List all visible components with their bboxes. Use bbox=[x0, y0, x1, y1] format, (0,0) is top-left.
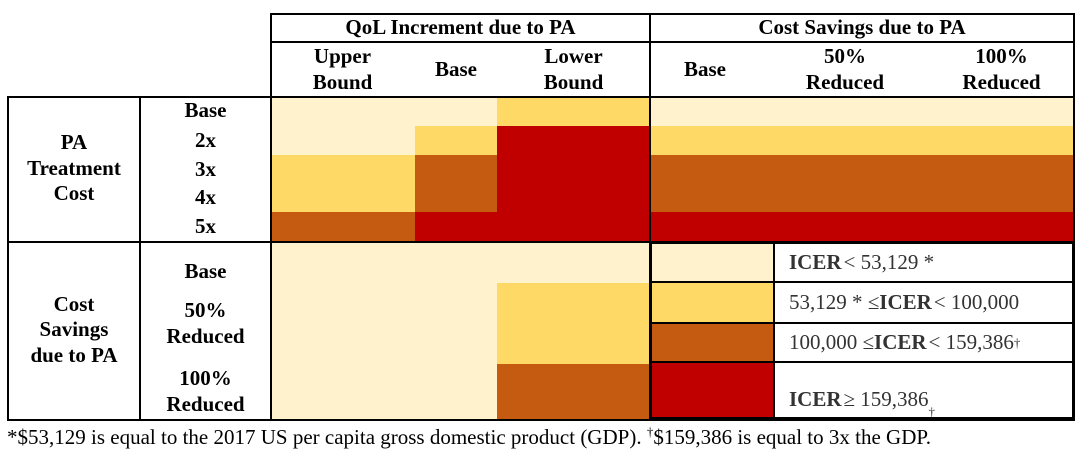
legend-label-icer: ICER bbox=[874, 330, 927, 354]
col-group-header-qol: QoL Increment due to PA bbox=[345, 15, 576, 40]
grid-line-top bbox=[270, 13, 1075, 15]
heatmap-cell bbox=[415, 155, 497, 212]
heatmap-cell bbox=[270, 155, 415, 212]
footnote-dagger: † bbox=[646, 424, 654, 439]
col-header-qol-upper-bound: Upper Bound bbox=[312, 43, 373, 94]
grid-line-under-col-headers bbox=[7, 96, 1075, 98]
legend-label-post: < 159,386 bbox=[928, 330, 1014, 354]
legend-swatch-orange bbox=[652, 324, 775, 361]
legend-label-pre: 100,000 ≤ bbox=[789, 330, 875, 354]
row-label-cs-base: Base bbox=[184, 259, 227, 284]
heatmap-cell bbox=[270, 126, 415, 155]
legend-label-icer: ICER bbox=[789, 250, 842, 274]
footnote-part2: $159,386 is equal to 3x the GDP. bbox=[653, 425, 931, 449]
legend-label-post: < 53,129 * bbox=[843, 250, 935, 274]
legend: ICER < 53,129 * 53,129 * ≤ ICER < 100,00… bbox=[649, 241, 1075, 420]
heatmap-cell bbox=[415, 212, 650, 241]
legend-row: 100,000 ≤ ICER < 159,386 † bbox=[652, 324, 1072, 363]
col-header-cs-base: Base bbox=[684, 56, 726, 81]
row-group-label-cost-savings: Cost Savings due to PA bbox=[30, 291, 118, 367]
col-header-qol-base: Base bbox=[435, 56, 477, 81]
legend-label-pre: 53,129 * ≤ bbox=[789, 290, 880, 314]
row-label-ptc-3x: 3x bbox=[195, 156, 216, 181]
legend-label: 53,129 * ≤ ICER < 100,000 bbox=[775, 283, 1072, 322]
row-label-ptc-2x: 2x bbox=[195, 127, 216, 152]
footnote-part1: *$53,129 is equal to the 2017 US per cap… bbox=[7, 425, 647, 449]
heatmap-cell bbox=[497, 126, 650, 155]
grid-line-right bbox=[1073, 13, 1075, 421]
heatmap-cell bbox=[650, 212, 1073, 241]
grid-line-section-divider bbox=[7, 241, 1075, 243]
grid-line-under-group-header bbox=[270, 41, 1075, 43]
heatmap-cell bbox=[497, 364, 650, 419]
row-label-ptc-4x: 4x bbox=[195, 185, 216, 210]
grid-line-bottom bbox=[7, 419, 1075, 421]
heatmap-cell bbox=[497, 283, 650, 364]
legend-swatch-yellow bbox=[652, 283, 775, 322]
row-group-label-pa-treatment-cost: PA Treatment Cost bbox=[27, 130, 121, 206]
row-label-ptc-base: Base bbox=[184, 98, 227, 123]
legend-label: ICER ≥ 159,386 † bbox=[789, 387, 936, 419]
heatmap-cell bbox=[497, 155, 650, 212]
col-group-header-cost-savings: Cost Savings due to PA bbox=[758, 15, 966, 40]
footnote: *$53,129 is equal to the 2017 US per cap… bbox=[7, 425, 1079, 450]
heatmap-cell bbox=[270, 96, 497, 126]
col-header-cs-100-reduced: 100% Reduced bbox=[962, 43, 1041, 94]
row-label-cs-100-reduced: 100% Reduced bbox=[166, 365, 245, 416]
col-header-qol-lower-bound: Lower Bound bbox=[543, 43, 604, 94]
legend-label-icer: ICER bbox=[789, 387, 842, 411]
heatmap-cell bbox=[270, 212, 415, 241]
row-label-cs-50-reduced: 50% Reduced bbox=[166, 297, 245, 348]
legend-row: 53,129 * ≤ ICER < 100,000 bbox=[652, 283, 1072, 324]
grid-line-label-grid-divider bbox=[270, 13, 272, 421]
legend-swatch-cream bbox=[652, 244, 775, 281]
legend-row: ICER < 53,129 * bbox=[652, 244, 1072, 283]
grid-line-left bbox=[7, 96, 9, 421]
heatmap-cell bbox=[497, 96, 650, 126]
row-label-ptc-5x: 5x bbox=[195, 213, 216, 238]
heatmap-cell bbox=[415, 126, 497, 155]
heatmap-cell bbox=[650, 155, 1073, 212]
legend-label: 100,000 ≤ ICER < 159,386 † bbox=[789, 330, 1021, 354]
legend-label-post: ≥ 159,386 bbox=[843, 387, 929, 411]
legend-label-icer: ICER bbox=[879, 290, 932, 314]
grid-line-middle-divider bbox=[649, 13, 651, 243]
col-header-cs-50-reduced: 50% Reduced bbox=[805, 43, 885, 94]
legend-label: ICER < 53,129 * bbox=[775, 244, 1072, 281]
legend-swatch-red bbox=[652, 363, 775, 417]
grid-line-rowlabel-divider bbox=[139, 96, 141, 421]
legend-label-post: < 100,000 bbox=[933, 290, 1020, 314]
heatmap-cell bbox=[650, 96, 1073, 126]
heatmap-cell bbox=[650, 126, 1073, 155]
legend-row: ICER ≥ 159,386 † bbox=[652, 363, 1072, 419]
